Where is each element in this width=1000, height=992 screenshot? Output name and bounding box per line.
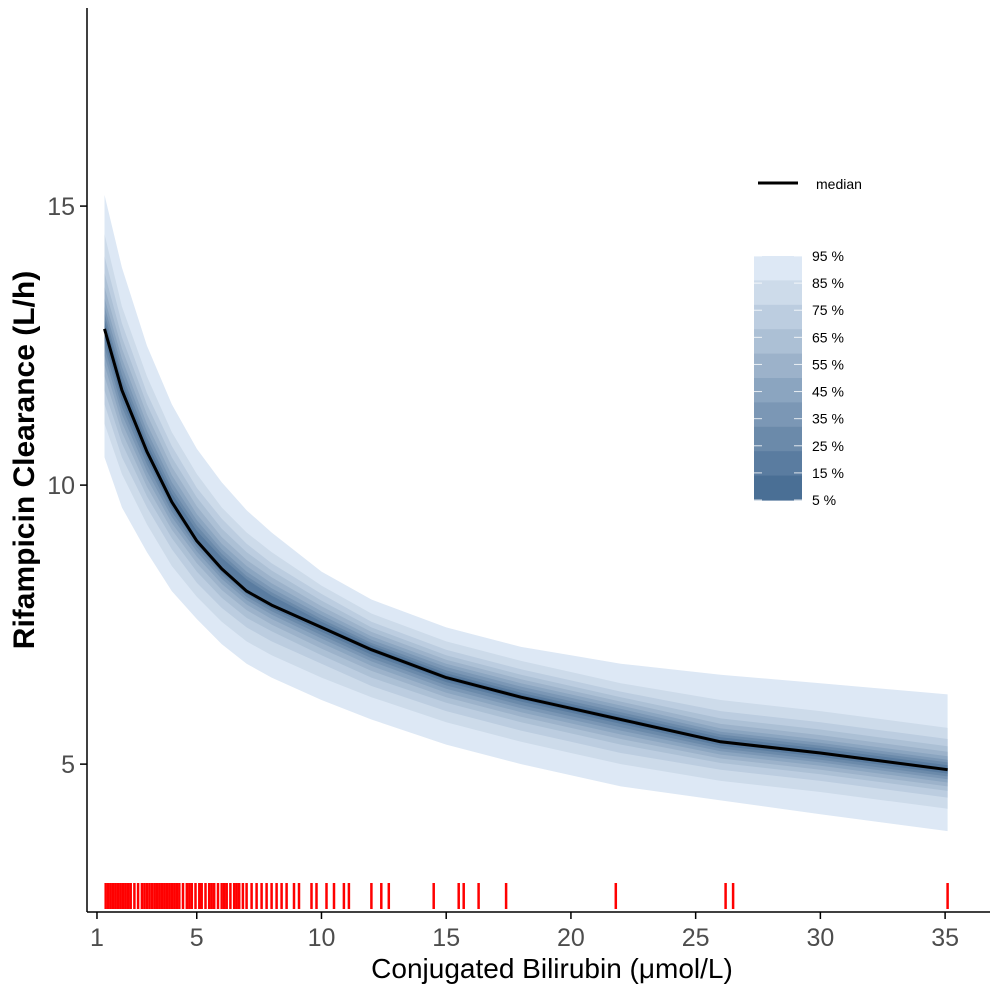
legend-colorbar-segment xyxy=(754,353,802,379)
x-ticks: 1 5 10 15 20 25 30 35 xyxy=(90,912,959,952)
band-85pct xyxy=(104,234,948,809)
legend-colorbar: 95 % 85 % 75 % 65 % 55 % 45 % 35 % 25 % 15 % 5 % xyxy=(754,248,844,508)
legend-colorbar-segment xyxy=(754,475,802,501)
legend-colorbar-segment xyxy=(754,402,802,428)
legend-band-label: 65 % xyxy=(812,329,844,345)
legend-band-label: 75 % xyxy=(812,302,844,318)
y-tick-label: 5 xyxy=(61,751,75,779)
legend-colorbar-segment xyxy=(754,426,802,452)
legend-colorbar-segment xyxy=(754,280,802,306)
legend-band-label: 25 % xyxy=(812,438,844,454)
legend-colorbar-segment xyxy=(754,378,802,403)
legend-band-label: 55 % xyxy=(812,356,844,372)
median-line xyxy=(103,328,948,772)
x-tick-label: 25 xyxy=(682,924,710,952)
legend-colorbar-segment xyxy=(754,304,802,330)
x-tick-label: 10 xyxy=(308,924,336,952)
prediction-bands xyxy=(104,194,948,832)
legend-band-label: 45 % xyxy=(812,384,844,400)
legend-band-label: 15 % xyxy=(812,465,844,481)
legend-colorbar-segment xyxy=(754,256,802,281)
x-tick-label: 30 xyxy=(806,924,834,952)
median-line-group xyxy=(103,328,948,772)
x-tick-label: 20 xyxy=(557,924,585,952)
y-tick-label: 15 xyxy=(47,193,75,221)
legend-colorbar-segment xyxy=(754,451,802,477)
axes xyxy=(86,8,990,913)
legend-median: median xyxy=(758,176,862,192)
rug-marks xyxy=(104,883,949,909)
legend-band-label: 35 % xyxy=(812,411,844,427)
y-axis-title: Rifampicin Clearance (L/h) xyxy=(8,271,41,649)
y-tick-label: 10 xyxy=(47,472,75,500)
x-tick-label: 35 xyxy=(931,924,959,952)
x-tick-label: 5 xyxy=(190,924,204,952)
y-ticks: 5 10 15 xyxy=(47,193,87,779)
x-tick-label: 15 xyxy=(432,924,460,952)
legend-band-label: 5 % xyxy=(812,492,836,508)
legend-band-label: 85 % xyxy=(812,275,844,291)
legend-colorbar-segment xyxy=(754,329,802,355)
x-axis-title: Conjugated Bilirubin (μmol/L) xyxy=(371,953,733,984)
band-45pct xyxy=(104,298,948,783)
x-tick-label: 1 xyxy=(90,924,104,952)
legend-median-label: median xyxy=(816,176,862,192)
legend-band-label: 95 % xyxy=(812,248,844,264)
